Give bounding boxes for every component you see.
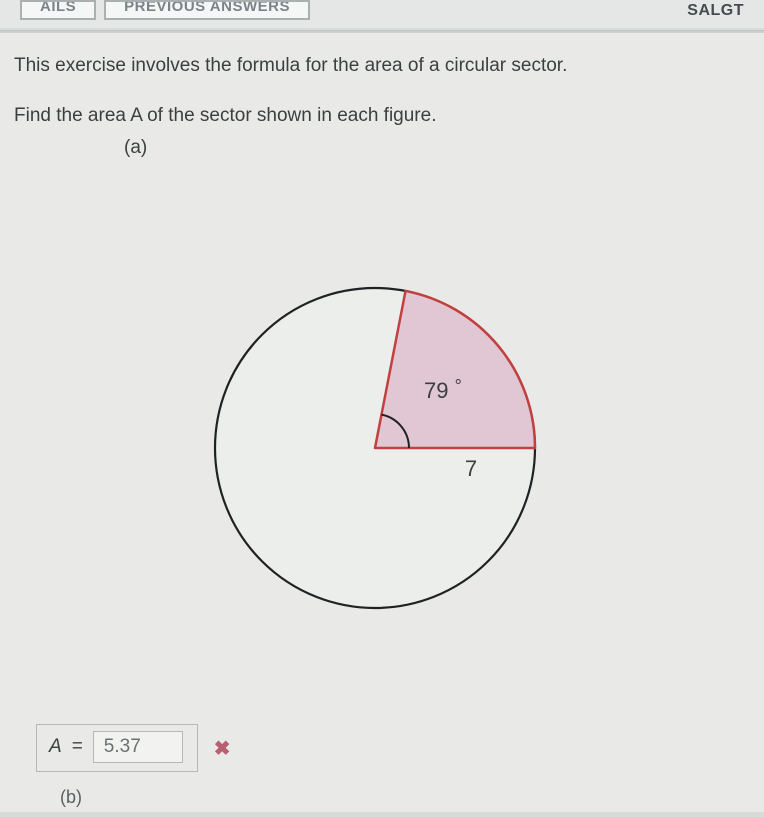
sector-figure: 79 °7 [200,273,570,648]
exercise-intro: This exercise involves the formula for t… [14,55,746,77]
equals-sign: = [72,736,83,758]
answer-input[interactable]: 5.37 [93,731,183,763]
svg-text:7: 7 [465,456,477,481]
variable-a: A [49,736,62,758]
top-right-label: SALGT [687,0,744,20]
circle-sector-svg: 79 °7 [200,273,570,643]
answer-frame: A = 5.37 [36,724,198,772]
exercise-prompt: Find the area A of the sector shown in e… [14,105,746,127]
exercise-content: This exercise involves the formula for t… [0,32,764,812]
answer-row: A = 5.37 ✖ [36,724,231,772]
part-a-label: (a) [124,137,746,159]
part-b-label: (b) [60,787,82,808]
previous-answers-button[interactable]: PREVIOUS ANSWERS [104,0,310,20]
incorrect-icon: ✖ [214,736,231,761]
top-nav-bar: AILS PREVIOUS ANSWERS SALGT [0,0,764,28]
details-button[interactable]: AILS [20,0,96,20]
